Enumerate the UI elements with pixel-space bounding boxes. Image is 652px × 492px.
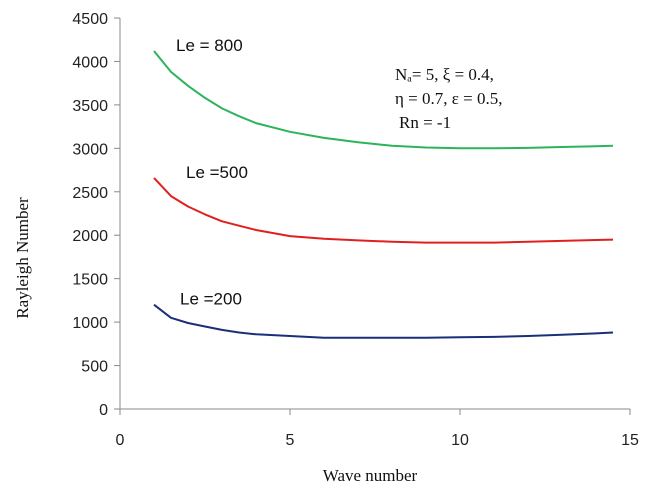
series-labels: Le = 800 Le =500 Le =200: [176, 36, 248, 309]
y-tick-label: 2000: [72, 228, 108, 245]
x-tick-label: 5: [286, 432, 295, 449]
y-tick-label: 4000: [72, 54, 108, 71]
x-tick-label: 0: [116, 432, 125, 449]
y-tick-label: 1500: [72, 272, 108, 289]
parameter-annotation: Nₐ= 5, ξ = 0.4, η = 0.7, ε = 0.5, Rn = -1: [395, 65, 502, 132]
y-tick-label: 3500: [72, 98, 108, 115]
y-tick-label: 3000: [72, 141, 108, 158]
series-label-1: Le =500: [186, 163, 248, 182]
annotation-line: Nₐ= 5, ξ = 0.4,: [395, 65, 494, 84]
series-group: [153, 50, 614, 339]
y-tick-label: 0: [99, 402, 108, 419]
series-label-0: Le = 800: [176, 36, 243, 55]
series-label-2: Le =200: [180, 290, 242, 309]
y-tick-label: 4500: [72, 11, 108, 28]
y-tick-label: 1000: [72, 315, 108, 332]
annotation-line: η = 0.7, ε = 0.5,: [395, 89, 502, 108]
annotation-line: Rn = -1: [399, 113, 451, 132]
x-axis-title: Wave number: [323, 466, 418, 485]
series-line-2: [153, 303, 614, 339]
series-line-1: [153, 177, 614, 244]
axes: 0 500 1000 1500 2000 2500 3000 3500 4000 4500 0 5 10…: [72, 11, 639, 449]
series-line-0: [153, 50, 614, 150]
x-tick-label: 15: [621, 432, 639, 449]
y-axis-title: Rayleigh Number: [13, 197, 32, 319]
x-tick-label: 10: [451, 432, 469, 449]
y-tick-label: 2500: [72, 185, 108, 202]
y-tick-label: 500: [81, 359, 108, 376]
